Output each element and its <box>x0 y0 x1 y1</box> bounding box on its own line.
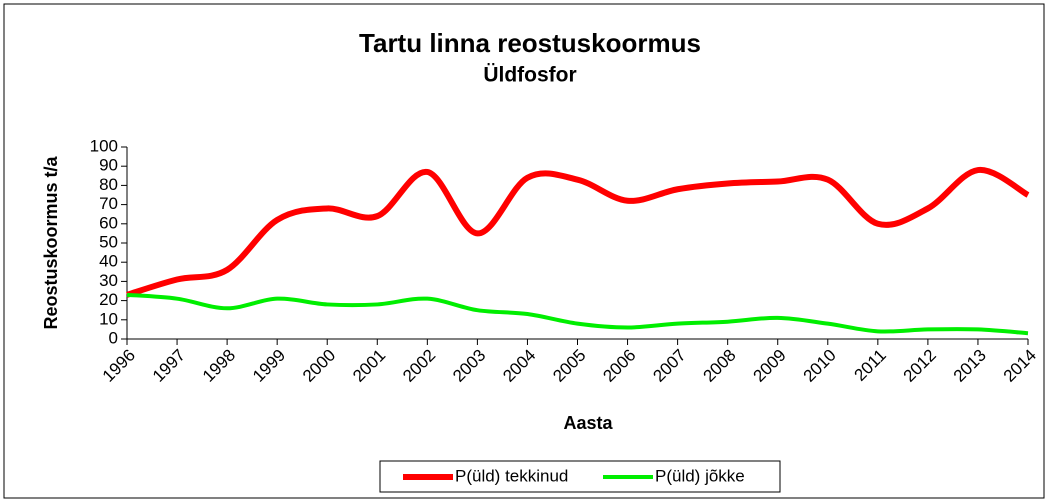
y-tick-label: 40 <box>99 252 118 271</box>
legend-label: P(üld) tekkinud <box>455 466 568 485</box>
y-tick-label: 20 <box>99 290 118 309</box>
y-axis-label: Reostuskoormus t/a <box>41 155 61 329</box>
y-tick-label: 80 <box>99 175 118 194</box>
y-tick-label: 90 <box>99 156 118 175</box>
chart-border <box>3 3 1045 499</box>
series-line <box>126 292 1029 336</box>
y-tick-label: 0 <box>109 328 118 347</box>
series-line <box>126 167 1030 298</box>
chart-title: Tartu linna reostuskoormus <box>359 28 701 58</box>
legend-label: P(üld) jõkke <box>655 466 745 485</box>
x-axis-label: Aasta <box>563 413 613 433</box>
y-tick-label: 60 <box>99 213 118 232</box>
y-tick-label: 100 <box>90 136 118 155</box>
y-tick-label: 10 <box>99 309 118 328</box>
y-tick-label: 30 <box>99 271 118 290</box>
y-tick-label: 70 <box>99 194 118 213</box>
chart-subtitle: Üldfosfor <box>483 64 576 87</box>
y-tick-label: 50 <box>99 232 118 251</box>
